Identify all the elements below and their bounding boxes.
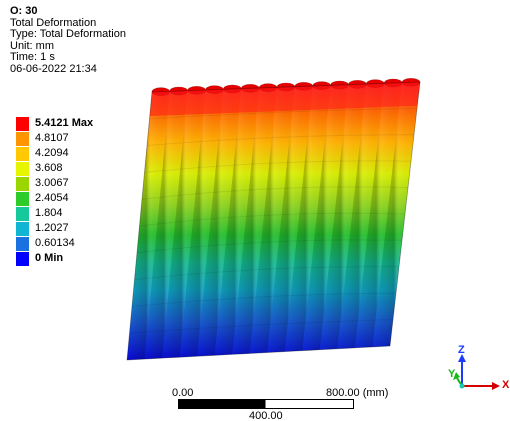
- corrugation-rib: [162, 90, 206, 359]
- corrugation-rib: [267, 86, 313, 353]
- corrugation-rib: [319, 84, 367, 350]
- legend-label: 1.804: [35, 207, 63, 219]
- legend-swatch: [16, 192, 29, 206]
- corrugation-rib: [232, 87, 278, 355]
- legend-swatch: [16, 132, 29, 146]
- result-unit: Unit: mm: [10, 39, 54, 52]
- legend-swatch: [16, 207, 29, 221]
- legend-label: 5.4121 Max: [35, 117, 94, 129]
- brand-name: Ansys: [400, 24, 502, 61]
- legend-label: 0 Min: [35, 252, 64, 264]
- triad-x-label: X: [502, 379, 510, 391]
- legend-swatch: [16, 177, 29, 191]
- legend-label: 0.60134: [35, 237, 75, 249]
- legend-label: 2.4054: [35, 192, 69, 204]
- legend-swatch: [16, 147, 29, 161]
- corrugation-rib: [179, 89, 224, 358]
- legend-swatch: [16, 222, 29, 236]
- legend-swatch: [16, 237, 29, 251]
- corrugation-rib: [197, 88, 242, 357]
- result-info-block: O: 30 Total Deformation Type: Total Defo…: [10, 5, 126, 76]
- triad-z-label: Z: [458, 344, 465, 356]
- corrugation-rib: [214, 88, 260, 356]
- ansys-logo: Ansys 2022 R1: [400, 24, 502, 79]
- result-title: O: 30: [10, 5, 38, 17]
- corrugation-rib: [354, 82, 403, 348]
- legend-swatch: [16, 162, 29, 176]
- triad-arrows: [453, 354, 500, 390]
- legend-swatch: [16, 117, 29, 131]
- legend-label: 4.2094: [35, 147, 69, 159]
- scale-mid-label: 400.00: [249, 410, 283, 421]
- result-date: 06-06-2022 21:34: [10, 62, 97, 75]
- corrugation-rib: [337, 83, 385, 349]
- legend-label: 3.0067: [35, 177, 69, 189]
- legend-label: 4.8107: [35, 132, 69, 144]
- scale-start-label: 0.00: [172, 387, 194, 399]
- plate-outline: [126, 81, 421, 361]
- legend-label: 3.608: [35, 162, 63, 174]
- legend-swatch: [16, 252, 29, 266]
- corrugation-rib: [127, 91, 170, 360]
- corrugation-rib: [284, 85, 331, 352]
- triad-y-label: Y: [448, 368, 456, 380]
- axis-triad[interactable]: Z X Y: [440, 342, 510, 402]
- scale-end-label: 800.00 (mm): [326, 387, 389, 399]
- brand-version: 2022 R1: [449, 62, 502, 78]
- legend-label: 1.2027: [35, 222, 69, 234]
- corrugation-rib: [372, 82, 420, 347]
- corrugation-rib: [249, 86, 295, 354]
- result-name: Total Deformation: [10, 16, 97, 29]
- result-time: Time: 1 s: [10, 51, 55, 64]
- corrugation-rib: [144, 90, 188, 360]
- corrugation-rib: [302, 84, 349, 351]
- max-deformation-band: [149, 82, 420, 117]
- result-type: Type: Total Deformation: [10, 28, 126, 41]
- scale-bar-graphic: [178, 399, 354, 409]
